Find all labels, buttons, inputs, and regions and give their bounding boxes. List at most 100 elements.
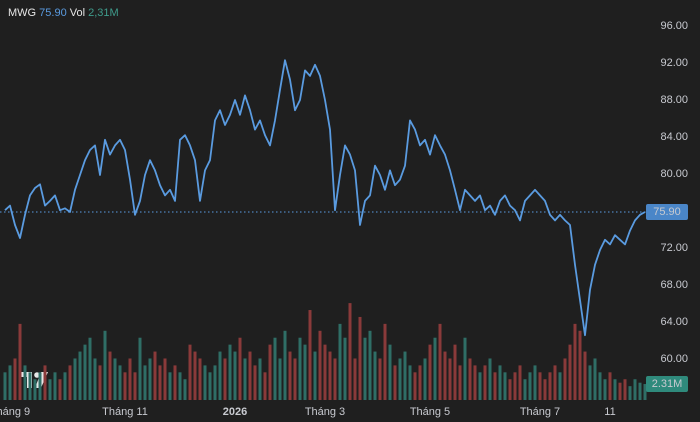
volume-bar bbox=[643, 384, 647, 400]
volume-bar bbox=[363, 337, 367, 400]
volume-bar bbox=[523, 379, 527, 400]
volume-bar bbox=[83, 344, 87, 400]
volume-bar bbox=[338, 323, 342, 400]
volume-bar bbox=[568, 344, 572, 400]
volume-bar bbox=[503, 372, 507, 400]
header-price: 75.90 bbox=[39, 7, 67, 19]
volume-bar bbox=[253, 365, 257, 400]
y-tick-label: 60.00 bbox=[660, 353, 688, 365]
volume-bar bbox=[538, 372, 542, 400]
volume-bar bbox=[133, 372, 137, 400]
volume-bar bbox=[118, 365, 122, 400]
volume-bar bbox=[508, 379, 512, 400]
volume-bar bbox=[258, 358, 262, 400]
volume-bar bbox=[628, 386, 632, 400]
x-tick-label: 11 bbox=[604, 406, 615, 418]
volume-bar bbox=[238, 337, 242, 400]
last-price-box bbox=[646, 204, 688, 221]
volume-bar bbox=[468, 358, 472, 400]
x-tick-label: Tháng 9 bbox=[0, 406, 30, 418]
x-tick-label: Tháng 11 bbox=[102, 406, 148, 418]
volume-bar bbox=[438, 323, 442, 400]
volume-bar bbox=[533, 365, 537, 400]
y-tick-label: 64.00 bbox=[660, 316, 688, 328]
volume-bar bbox=[593, 358, 597, 400]
volume-bar bbox=[293, 358, 297, 400]
volume-bar bbox=[108, 351, 112, 400]
y-tick-label: 96.00 bbox=[660, 20, 688, 32]
volume-bar bbox=[78, 351, 82, 400]
volume-bar bbox=[368, 330, 372, 400]
y-tick-label: 88.00 bbox=[660, 94, 688, 106]
volume-bar bbox=[233, 351, 237, 400]
volume-bar bbox=[178, 372, 182, 400]
header-vol: 2,31M bbox=[88, 7, 119, 19]
volume-bar bbox=[358, 316, 362, 400]
x-tick-label: 2026 bbox=[223, 406, 247, 418]
volume-bar bbox=[173, 365, 177, 400]
volume-bar bbox=[613, 379, 617, 400]
volume-bar bbox=[23, 365, 27, 400]
volume-bar bbox=[583, 351, 587, 400]
volume-bar bbox=[298, 337, 302, 400]
last-price-label: 75.90 bbox=[653, 206, 681, 218]
volume-bar bbox=[543, 379, 547, 400]
volume-bar bbox=[28, 372, 32, 400]
volume-bar bbox=[493, 372, 497, 400]
volume-bar bbox=[148, 358, 152, 400]
y-tick-label: 68.00 bbox=[660, 279, 688, 291]
volume-bar bbox=[63, 372, 67, 400]
volume-bar bbox=[88, 337, 92, 400]
volume-bar bbox=[263, 372, 267, 400]
volume-bar bbox=[168, 372, 172, 400]
volume-bar bbox=[498, 365, 502, 400]
volume-bar bbox=[323, 344, 327, 400]
volume-bar bbox=[123, 372, 127, 400]
volume-bar bbox=[483, 365, 487, 400]
volume-bar bbox=[153, 351, 157, 400]
volume-bar bbox=[443, 351, 447, 400]
volume-bar bbox=[343, 337, 347, 400]
volume-bar bbox=[308, 310, 312, 400]
volume-bar bbox=[518, 365, 522, 400]
volume-bar bbox=[163, 358, 167, 400]
volume-bar bbox=[553, 365, 557, 400]
volume-bar bbox=[318, 330, 322, 400]
volume-bar bbox=[138, 337, 142, 400]
volume-bar bbox=[113, 358, 117, 400]
volume-bar bbox=[348, 303, 352, 400]
volume-bar bbox=[213, 365, 217, 400]
volume-bar bbox=[73, 358, 77, 400]
volume-bar bbox=[38, 372, 42, 400]
volume-bar bbox=[463, 337, 467, 400]
volume-bar bbox=[218, 351, 222, 400]
volume-bar bbox=[183, 379, 187, 400]
volume-bar bbox=[428, 344, 432, 400]
volume-bar bbox=[383, 323, 387, 400]
volume-bar bbox=[413, 372, 417, 400]
volume-bar bbox=[198, 358, 202, 400]
volume-bar bbox=[273, 337, 277, 400]
volume-bar bbox=[633, 379, 637, 400]
volume-bar bbox=[473, 365, 477, 400]
volume-bar bbox=[48, 379, 52, 400]
volume-bar bbox=[638, 382, 642, 400]
volume-bar bbox=[203, 365, 207, 400]
volume-bar bbox=[578, 330, 582, 400]
y-tick-label: 72.00 bbox=[660, 242, 688, 254]
last-volume-label: 2.31M bbox=[652, 378, 683, 390]
volume-bar bbox=[408, 365, 412, 400]
price-line bbox=[4, 59, 646, 337]
volume-bar bbox=[228, 344, 232, 400]
volume-bar bbox=[128, 358, 132, 400]
volume-bar bbox=[333, 358, 337, 400]
volume-bar bbox=[598, 372, 602, 400]
volume-bar bbox=[603, 379, 607, 400]
volume-bar bbox=[563, 358, 567, 400]
volume-bar bbox=[388, 344, 392, 400]
volume-bar bbox=[573, 323, 577, 400]
volume-bar bbox=[303, 344, 307, 400]
volume-bar bbox=[278, 358, 282, 400]
volume-bar bbox=[458, 365, 462, 400]
